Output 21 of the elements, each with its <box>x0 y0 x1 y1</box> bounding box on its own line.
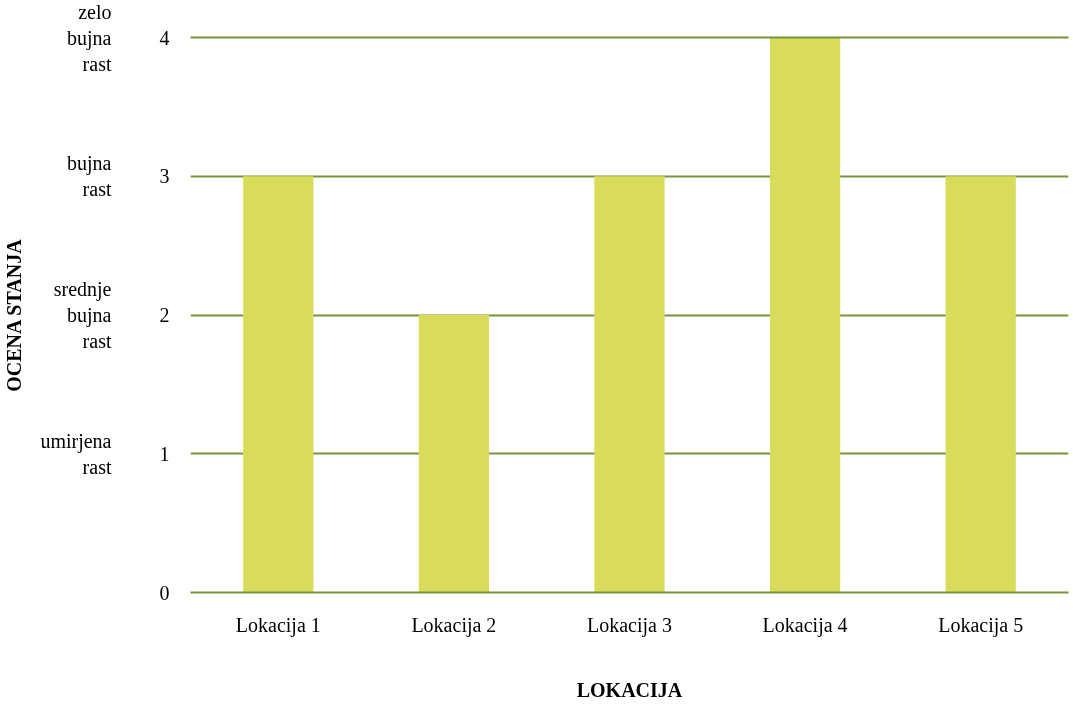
y-tick-label: 1 <box>159 442 170 465</box>
x-tick-label: Lokacija 5 <box>938 613 1024 637</box>
bar <box>243 176 314 593</box>
x-tick-label: Lokacija 1 <box>235 613 321 637</box>
y-tick-label: 0 <box>159 581 170 604</box>
y-tick-label: 2 <box>159 304 170 326</box>
text: umirjena rast <box>40 429 112 478</box>
text: bujna rast <box>67 152 112 201</box>
bar <box>945 176 1016 593</box>
y-tick-label: 4 <box>159 26 170 49</box>
x-tick-label: Lokacija 3 <box>587 613 672 637</box>
y-tick-label: 3 <box>159 165 170 188</box>
text: srednje bujna rast <box>53 277 112 353</box>
x-tick-label: Lokacija 2 <box>411 613 497 637</box>
bar <box>769 37 841 593</box>
bar <box>418 315 490 593</box>
bar <box>594 176 665 593</box>
text: zelo bujna rast <box>67 0 112 76</box>
x-axis-title: LOKACIJA <box>576 678 683 701</box>
x-tick-label: Lokacija 4 <box>762 613 848 637</box>
text: OCENA STANJA <box>3 238 26 392</box>
